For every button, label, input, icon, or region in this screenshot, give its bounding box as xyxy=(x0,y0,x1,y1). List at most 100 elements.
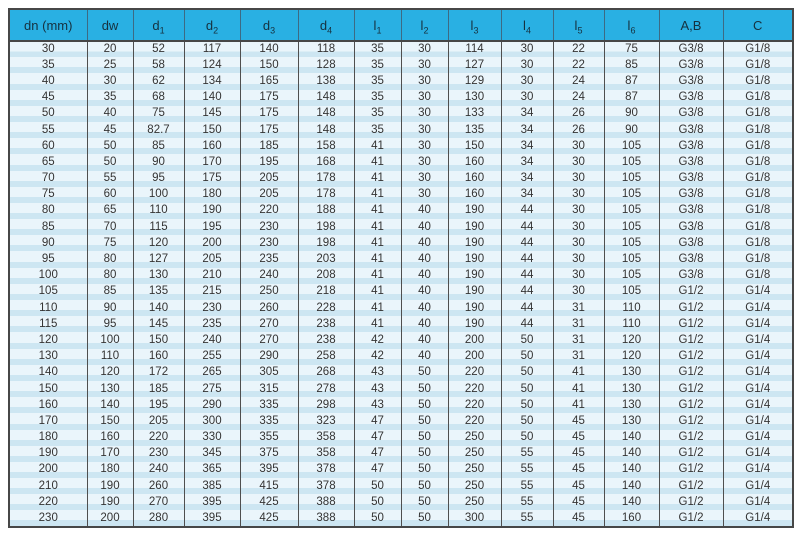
table-cell: 30 xyxy=(401,41,449,58)
table-cell: 35 xyxy=(354,41,402,58)
table-cell: 220 xyxy=(240,202,299,220)
column-header-l3: l3 xyxy=(448,9,502,42)
table-row: 110 90 140 230 260 228 41 40 190 44 31 110 G1/2 G1/4 xyxy=(9,300,793,317)
table-cell: 205 xyxy=(133,413,185,430)
table-cell: 50 xyxy=(401,478,449,495)
table-cell: 140 xyxy=(87,397,134,414)
table-cell: G1/2 xyxy=(659,397,724,414)
table-cell: 158 xyxy=(298,138,355,155)
table-cell: 145 xyxy=(184,105,241,122)
table-cell: 130 xyxy=(133,267,185,284)
table-cell: 133 xyxy=(448,105,502,122)
table-cell: 335 xyxy=(240,397,299,414)
table-cell: 45 xyxy=(553,445,605,462)
table-cell: 30 xyxy=(553,202,605,220)
table-cell: 34 xyxy=(501,170,554,187)
table-cell: 160 xyxy=(604,510,660,527)
table-cell: 140 xyxy=(9,364,88,381)
table-cell: 85 xyxy=(133,138,185,155)
table-row: 105 85 135 215 250 218 41 40 190 44 30 105 G1/2 G1/4 xyxy=(9,283,793,300)
table-cell: 358 xyxy=(298,429,355,446)
table-cell: 100 xyxy=(133,186,185,203)
table-cell: 80 xyxy=(87,251,134,268)
table-cell: G1/4 xyxy=(723,316,793,333)
table-cell: 134 xyxy=(184,73,241,90)
table-cell: 190 xyxy=(448,251,502,268)
table-cell: 375 xyxy=(240,445,299,462)
table-cell: 50 xyxy=(401,445,449,462)
table-cell: 22 xyxy=(553,41,605,58)
table-cell: 41 xyxy=(354,316,402,333)
table-cell: 30 xyxy=(553,219,605,236)
table-cell: G1/2 xyxy=(659,332,724,349)
table-cell: 290 xyxy=(240,348,299,365)
table-cell: 41 xyxy=(354,251,402,268)
table-cell: 160 xyxy=(448,170,502,187)
table-cell: 115 xyxy=(133,219,185,236)
table-cell: 50 xyxy=(354,510,402,527)
table-cell: 335 xyxy=(240,413,299,430)
table-cell: 195 xyxy=(184,219,241,236)
table-cell: 34 xyxy=(501,138,554,155)
table-cell: 240 xyxy=(184,332,241,349)
table-cell: G1/4 xyxy=(723,380,793,398)
table-cell: G3/8 xyxy=(659,73,724,90)
column-label-subscript: 4 xyxy=(525,25,531,36)
table-cell: 30 xyxy=(401,121,449,139)
table-cell: 230 xyxy=(240,235,299,252)
table-cell: G3/8 xyxy=(659,138,724,155)
table-cell: 31 xyxy=(553,300,605,317)
table-cell: 80 xyxy=(9,202,88,220)
table-cell: G1/4 xyxy=(723,332,793,349)
table-cell: 180 xyxy=(9,429,88,446)
table-cell: 290 xyxy=(184,397,241,414)
table-cell: 250 xyxy=(448,445,502,462)
table-cell: 195 xyxy=(133,397,185,414)
table-row: 180 160 220 330 355 358 47 50 250 50 45 140 G1/2 G1/4 xyxy=(9,429,793,446)
table-cell: G1/4 xyxy=(723,494,793,511)
table-cell: 35 xyxy=(9,57,88,74)
table-cell: 55 xyxy=(501,461,554,479)
table-cell: 110 xyxy=(133,202,185,220)
table-cell: 41 xyxy=(553,397,605,414)
table-cell: G1/2 xyxy=(659,478,724,495)
table-cell: 250 xyxy=(448,494,502,511)
table-cell: 85 xyxy=(9,219,88,236)
table-cell: 128 xyxy=(298,57,355,74)
table-cell: 41 xyxy=(354,235,402,252)
table-row: 100 80 130 210 240 208 41 40 190 44 30 105 G3/8 G1/8 xyxy=(9,267,793,284)
table-cell: G3/8 xyxy=(659,186,724,203)
column-label: C xyxy=(753,17,763,33)
table-cell: 41 xyxy=(354,138,402,155)
table-cell: 265 xyxy=(184,364,241,381)
table-cell: G1/2 xyxy=(659,461,724,479)
table-cell: G1/4 xyxy=(723,300,793,317)
column-header-d2: d2 xyxy=(184,9,241,42)
table-cell: 22 xyxy=(553,57,605,74)
table-cell: 70 xyxy=(9,170,88,187)
table-cell: 45 xyxy=(553,413,605,430)
table-cell: 115 xyxy=(9,316,88,333)
table-cell: 30 xyxy=(553,283,605,300)
table-cell: 200 xyxy=(448,348,502,365)
table-cell: G3/8 xyxy=(659,57,724,74)
table-cell: 55 xyxy=(501,478,554,495)
table-cell: 220 xyxy=(133,429,185,446)
table-cell: 30 xyxy=(501,73,554,90)
table-cell: 110 xyxy=(604,300,660,317)
column-label: l xyxy=(420,17,424,33)
table-cell: 200 xyxy=(184,235,241,252)
table-cell: G3/8 xyxy=(659,89,724,106)
table-cell: 145 xyxy=(133,316,185,333)
table-cell: 300 xyxy=(448,510,502,527)
column-label-subscript: 2 xyxy=(423,25,429,36)
table-cell: 120 xyxy=(9,332,88,349)
table-cell: 30 xyxy=(553,154,605,171)
table-cell: 50 xyxy=(501,380,554,398)
table-cell: 180 xyxy=(184,186,241,203)
table-cell: 190 xyxy=(448,235,502,252)
table-cell: 278 xyxy=(298,380,355,398)
table-cell: 130 xyxy=(87,380,134,398)
dimensions-table: dn (mm) dw d1 d2 d3 d4 l1 l2 l3 l4 l5 l6 A,B C 30 20 52… xyxy=(8,8,794,528)
table-row: 50 40 75 145 175 148 35 30 133 34 26 90 G3/8 G1/8 xyxy=(9,105,793,122)
